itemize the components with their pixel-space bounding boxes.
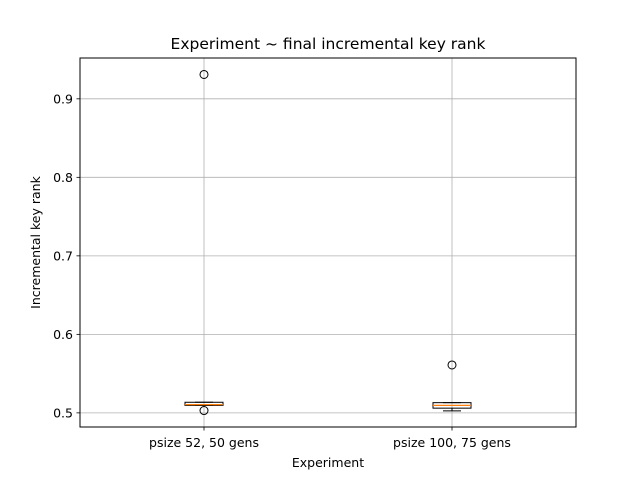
y-tick-label: 0.7 [53, 248, 73, 263]
y-tick-label: 0.6 [53, 327, 73, 342]
plot-area-frame [79, 57, 577, 428]
x-tick-label: psize 52, 50 gens [149, 435, 259, 450]
outlier-point [199, 406, 209, 416]
y-axis-label: Incremental key rank [28, 175, 43, 308]
y-tick-label: 0.5 [53, 405, 73, 420]
chart-title: Experiment ~ final incremental key rank [171, 35, 486, 53]
x-tick-label: psize 100, 75 gens [393, 435, 511, 450]
y-tick-label: 0.9 [53, 91, 73, 106]
box-plot-marks [184, 69, 472, 416]
x-axis-label: Experiment [292, 455, 364, 470]
iqr-box [184, 401, 224, 406]
y-tick-label: 0.8 [53, 170, 73, 185]
outlier-point [199, 69, 209, 79]
outlier-point [447, 360, 457, 370]
axis-ticks: 0.5 0.6 0.7 0.8 0.9 psize 52, 50 gens psize 10… [53, 91, 511, 450]
grid-lines [80, 58, 576, 427]
